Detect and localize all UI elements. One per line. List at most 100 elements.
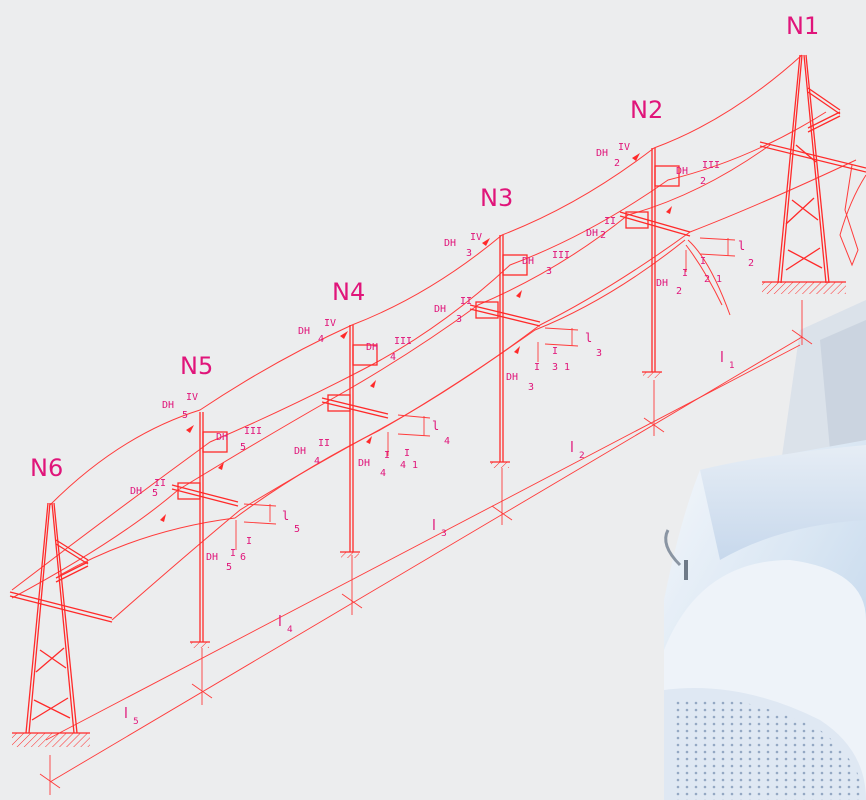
sag-annotation: DH 5 III — [216, 426, 262, 453]
sag-sub: 5 — [226, 562, 232, 573]
span-label-l2: l — [570, 440, 574, 456]
phase-marker-sub: 3 1 — [552, 362, 570, 373]
sag-sub: 2 — [614, 158, 620, 169]
sag-phase: III — [702, 160, 720, 171]
phase-sub-markers: I 2 1 I 3 1 I 4 1 I 6 — [240, 256, 722, 563]
span-labels: l 1 l 2 l 3 l 4 l 5 — [124, 350, 735, 727]
sag-sub: 4 — [318, 334, 324, 345]
sag-annotation: DH 2 III — [676, 160, 720, 187]
sag-annotation: DH 2 II — [586, 216, 616, 241]
sag-phase: IV — [470, 232, 482, 243]
sag-phase: II — [460, 296, 472, 307]
sag-prefix: DH — [206, 552, 218, 563]
tower-n1 — [759, 54, 866, 284]
sag-annotations: DH 2 IV DH 2 III DH 2 II DH 2 I DH 3 IV … — [130, 142, 720, 573]
sag-sub: 4 — [380, 468, 386, 479]
span-label-l3: l — [432, 518, 436, 534]
phase-marker-phase: I — [552, 346, 558, 357]
sag-annotation: DH 5 I — [206, 548, 236, 573]
sag-sub: 5 — [240, 442, 246, 453]
phase-marker-sub: 2 1 — [704, 274, 722, 285]
tower-n6 — [9, 502, 113, 734]
sag-sub: 2 — [700, 176, 706, 187]
node-label-n4: N4 — [332, 278, 365, 306]
sag-phase: IV — [324, 318, 336, 329]
phase-marker-phase: I — [700, 256, 706, 267]
conductor-wires — [11, 54, 866, 621]
sag-sub: 2 — [600, 230, 606, 241]
sag-annotation: DH 3 IV — [444, 232, 482, 259]
clearance-sub-l3: 3 — [596, 348, 602, 359]
node-label-n2: N2 — [630, 96, 663, 124]
clearance-sub-l4: 4 — [444, 436, 450, 447]
sag-prefix: DH — [294, 446, 306, 457]
monitor-background-image — [664, 300, 866, 800]
sag-phase: IV — [186, 392, 198, 403]
clearance-label-l5: l — [282, 509, 289, 523]
span-label-l1: l — [720, 350, 724, 366]
pole-n3 — [469, 235, 541, 463]
phase-marker-phase: I — [404, 448, 410, 459]
clearance-dimension-marks — [235, 237, 736, 550]
sag-phase: III — [394, 336, 412, 347]
sag-prefix: DH — [358, 458, 370, 469]
clearance-label-l3: l — [585, 331, 592, 345]
sag-prefix: DH — [676, 166, 688, 177]
sag-phase: II — [318, 438, 330, 449]
span-sub-l3: 3 — [441, 529, 447, 539]
sag-annotation: DH 3 III — [522, 250, 570, 277]
sag-prefix: DH — [522, 256, 534, 267]
sag-prefix: DH — [130, 486, 142, 497]
sag-sub: 4 — [390, 352, 396, 363]
phase-marker-sub: 4 1 — [400, 460, 418, 471]
sag-annotation: DH 2 IV — [596, 142, 630, 169]
clearance-label-l2: l — [738, 239, 745, 253]
sag-prefix: DH — [298, 326, 310, 337]
pole-n5 — [171, 412, 239, 643]
sag-annotation: DH 4 II — [294, 438, 330, 467]
sag-phase: III — [244, 426, 262, 437]
sag-sub: 5 — [182, 410, 188, 421]
phase-marker: I 4 1 — [400, 448, 418, 471]
sag-prefix: DH — [162, 400, 174, 411]
clearance-sub-l2: 2 — [748, 258, 754, 269]
sag-annotation: DH 3 I — [506, 362, 540, 393]
node-label-n3: N3 — [480, 184, 513, 212]
sag-prefix: DH — [506, 372, 518, 383]
phase-marker-sub: 6 — [240, 552, 246, 563]
pole-n4 — [321, 325, 389, 553]
pole-bases — [191, 372, 661, 648]
sag-prefix: DH — [444, 238, 456, 249]
phase-marker: I 3 1 — [552, 346, 570, 373]
sag-phase: II — [154, 478, 166, 489]
span-label-l4: l — [278, 614, 282, 630]
sag-sub: 3 — [528, 382, 534, 393]
sag-annotation: DH 5 IV — [162, 392, 198, 421]
sag-phase: I — [534, 362, 540, 373]
sag-sub: 3 — [456, 314, 462, 325]
sag-phase: I — [384, 450, 390, 461]
sag-prefix: DH — [656, 278, 668, 289]
sag-annotation: DH 2 I — [656, 268, 688, 297]
clearance-sub-l5: 5 — [294, 524, 300, 535]
sag-sub: 3 — [546, 266, 552, 277]
clearance-label-l4: l — [432, 419, 439, 433]
span-sub-l2: 2 — [579, 451, 585, 461]
node-label-n1: N1 — [786, 12, 819, 40]
sag-prefix: DH — [596, 148, 608, 159]
span-sub-l1: 1 — [729, 361, 735, 371]
sag-prefix: DH — [216, 432, 228, 443]
sag-phase: III — [552, 250, 570, 261]
sag-phase: I — [230, 548, 236, 559]
ground-hatch-n6 — [12, 733, 90, 747]
span-sub-l5: 5 — [133, 717, 139, 727]
sag-sub: 3 — [466, 248, 472, 259]
sag-annotation: DH 4 III — [366, 336, 412, 363]
sag-annotation: DH 5 II — [130, 478, 166, 499]
span-label-l5: l — [124, 706, 128, 722]
node-label-n5: N5 — [180, 352, 213, 380]
sag-phase: IV — [618, 142, 630, 153]
span-dimension-lines — [39, 300, 813, 795]
